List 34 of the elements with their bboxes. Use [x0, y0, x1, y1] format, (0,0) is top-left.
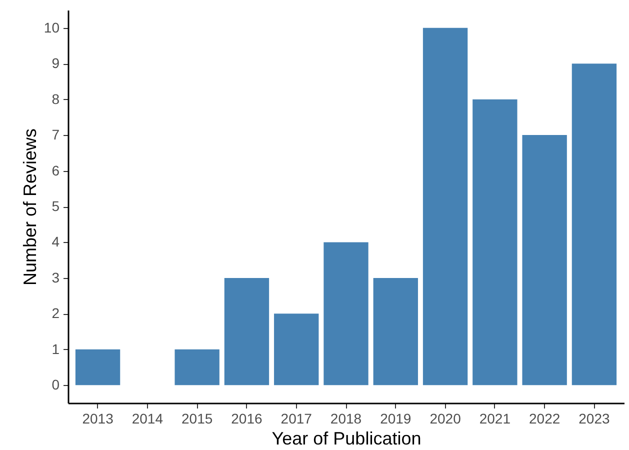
y-tick-label: 2: [52, 305, 60, 322]
y-tick-label: 8: [52, 90, 60, 107]
y-tick-label: 6: [52, 162, 60, 178]
x-tick-label: 2023: [578, 410, 610, 426]
x-tick-label: 2022: [528, 410, 560, 426]
x-tick-label: 2014: [132, 410, 164, 426]
y-tick-label: 5: [52, 198, 60, 214]
bar: [274, 314, 319, 386]
bar: [373, 278, 418, 386]
x-tick-label: 2013: [82, 410, 114, 426]
y-tick-label: 10: [44, 19, 60, 36]
bar: [572, 64, 617, 386]
x-tick-label: 2019: [380, 410, 412, 426]
y-tick-label: 1: [52, 340, 60, 357]
x-tick-label: 2017: [280, 410, 312, 426]
bar: [224, 278, 270, 386]
x-tick-label: 2015: [181, 410, 213, 426]
x-tick-label: 2020: [430, 410, 462, 426]
y-tick-label: 0: [52, 376, 60, 393]
bar: [522, 135, 567, 386]
x-tick-label: 2016: [231, 410, 262, 426]
y-tick-label: 4: [52, 234, 60, 250]
bar: [174, 349, 220, 386]
x-tick-label: 2021: [479, 410, 511, 426]
bar: [422, 28, 468, 386]
bar: [75, 349, 120, 386]
y-tick-label: 7: [52, 126, 60, 143]
y-axis-title: Number of Reviews: [20, 128, 40, 286]
x-tick-label: 2018: [330, 410, 362, 426]
x-axis-title: Year of Publication: [272, 428, 422, 448]
y-tick-label: 9: [52, 55, 60, 72]
bar: [472, 99, 518, 386]
y-tick-label: 3: [52, 269, 60, 286]
bar: [324, 242, 368, 386]
